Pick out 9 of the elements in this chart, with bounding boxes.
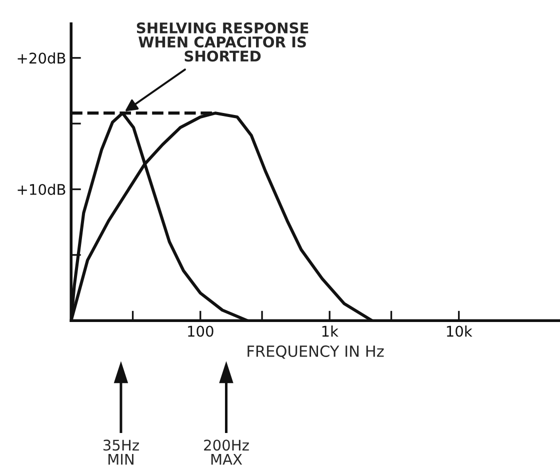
x-tick-label: 100 xyxy=(188,326,214,337)
text: 35Hz MIN xyxy=(103,440,139,465)
text: 200Hz MAX xyxy=(204,440,249,465)
x-tick-label: 10k xyxy=(446,325,472,337)
x-tick-label: 1k xyxy=(322,325,338,337)
y-tick-label: +10dB xyxy=(18,184,66,196)
annotation: SHELVING RESPONSE WHEN CAPACITOR IS SHORTED xyxy=(136,22,308,62)
x-axis-title: FREQUENCY IN Hz xyxy=(248,345,384,359)
y-tick-label: +20dB xyxy=(18,52,66,64)
